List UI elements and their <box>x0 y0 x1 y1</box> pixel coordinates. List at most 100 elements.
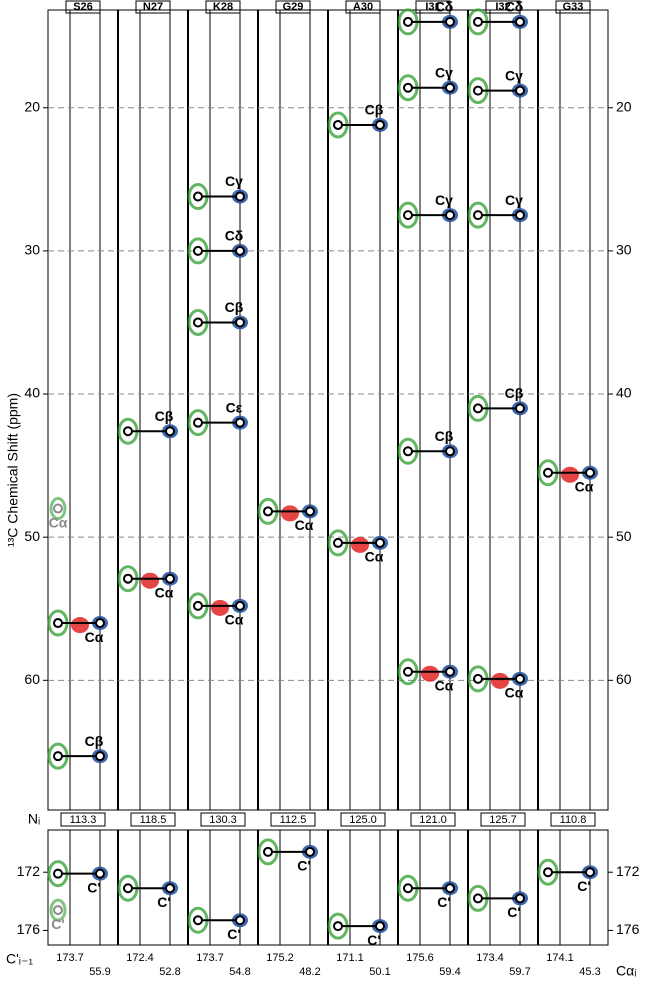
peak <box>473 210 483 221</box>
strip-name: G33 <box>563 1 584 13</box>
y-axis-label: ¹³C Chemical Shift (ppm) <box>5 393 21 547</box>
peak-label: C' <box>227 926 240 942</box>
y-tick-label: 50 <box>24 528 40 544</box>
peak <box>165 573 175 584</box>
peak <box>235 600 245 611</box>
peak <box>515 16 525 27</box>
y-tick-label: 20 <box>24 98 40 114</box>
n-shift: 110.8 <box>560 814 587 826</box>
peak-label: Cα <box>505 685 524 701</box>
n-shift: 125.0 <box>349 814 377 826</box>
y-tick-label: 40 <box>616 385 632 401</box>
peak <box>193 600 203 611</box>
peak <box>403 210 413 221</box>
c-prime-value: 172.4 <box>126 952 154 964</box>
peak <box>263 506 273 517</box>
peak <box>333 119 343 130</box>
y-tick-label: 176 <box>17 921 41 937</box>
peak-label: C' <box>87 879 100 895</box>
peak-label: Cα <box>365 549 384 565</box>
peak-label: C' <box>577 878 590 894</box>
strip-name: K28 <box>213 1 233 13</box>
peak <box>53 868 63 879</box>
y-tick-label: 50 <box>616 528 632 544</box>
peak <box>585 467 595 478</box>
peak <box>473 403 483 414</box>
peak-label: C' <box>157 894 170 910</box>
strip-name: A30 <box>353 1 373 13</box>
c-alpha-value: 45.3 <box>579 966 600 978</box>
c-prime-value: 175.6 <box>406 952 434 964</box>
peak-label: Cα <box>155 584 174 600</box>
n-box <box>480 812 526 827</box>
peak-label: Cα <box>295 517 314 533</box>
row-label: Nᵢ <box>28 811 40 827</box>
y-tick-label: 60 <box>24 671 40 687</box>
peak-label: Cε <box>226 399 243 415</box>
peak <box>445 16 455 27</box>
c-prime-value: 171.1 <box>336 952 364 964</box>
peak <box>585 867 595 878</box>
peak <box>193 417 203 428</box>
c-prime-value: 173.7 <box>196 952 224 964</box>
n-box <box>200 812 246 827</box>
peak <box>235 317 245 328</box>
peak-label: Cδ <box>505 0 524 15</box>
peak-label: Cβ <box>85 733 104 749</box>
peak <box>123 573 133 584</box>
y-tick-label: 30 <box>24 242 40 258</box>
n-shift: 118.5 <box>140 814 167 826</box>
peak <box>515 403 525 414</box>
contour <box>49 898 67 922</box>
c-prime-value: 174.1 <box>546 952 574 964</box>
peak <box>515 893 525 904</box>
peak <box>473 16 483 27</box>
y-tick-label: 30 <box>616 242 632 258</box>
c-prime-value: 173.4 <box>476 952 504 964</box>
peak <box>53 751 63 762</box>
peak <box>53 618 63 629</box>
peak-label: Cβ <box>365 102 384 118</box>
peak <box>445 883 455 894</box>
n-box <box>410 812 456 827</box>
y-tick-label: 172 <box>616 863 640 879</box>
peak <box>123 426 133 437</box>
peak <box>305 846 315 857</box>
c-alpha-value: 52.8 <box>159 966 180 978</box>
n-shift: 130.3 <box>209 814 237 826</box>
peak <box>53 905 63 916</box>
contour <box>421 665 439 682</box>
peak-label: Cα <box>49 514 68 530</box>
peak-label: C' <box>51 916 64 932</box>
peak-label: Cγ <box>435 192 453 208</box>
n-shift: 121.0 <box>419 814 447 826</box>
peak-label: C' <box>297 858 310 874</box>
c-prime-value: 173.7 <box>56 952 84 964</box>
n-box <box>130 812 176 827</box>
peak-label: Cβ <box>505 385 524 401</box>
y-tick-label: 176 <box>616 921 640 937</box>
contour <box>491 672 509 689</box>
peak-label: Cα <box>435 677 454 693</box>
strip-name: G29 <box>283 1 304 13</box>
peak <box>375 119 385 130</box>
y-tick-label: 20 <box>616 98 632 114</box>
peak <box>445 446 455 457</box>
peak <box>403 883 413 894</box>
peak-label: Cγ <box>505 192 523 208</box>
y-tick-label: 172 <box>17 863 41 879</box>
c-alpha-value: 48.2 <box>299 966 320 978</box>
peak <box>445 82 455 93</box>
contour <box>351 536 369 553</box>
peak-label: C' <box>437 894 450 910</box>
x-label-right: Cαᵢ <box>616 963 636 979</box>
peak <box>263 846 273 857</box>
peak-label: Cδ <box>225 228 244 244</box>
peak <box>235 915 245 926</box>
peak-label: Cγ <box>505 67 523 83</box>
c-prime-value: 175.2 <box>266 952 294 964</box>
peak <box>333 537 343 548</box>
peak <box>333 921 343 932</box>
